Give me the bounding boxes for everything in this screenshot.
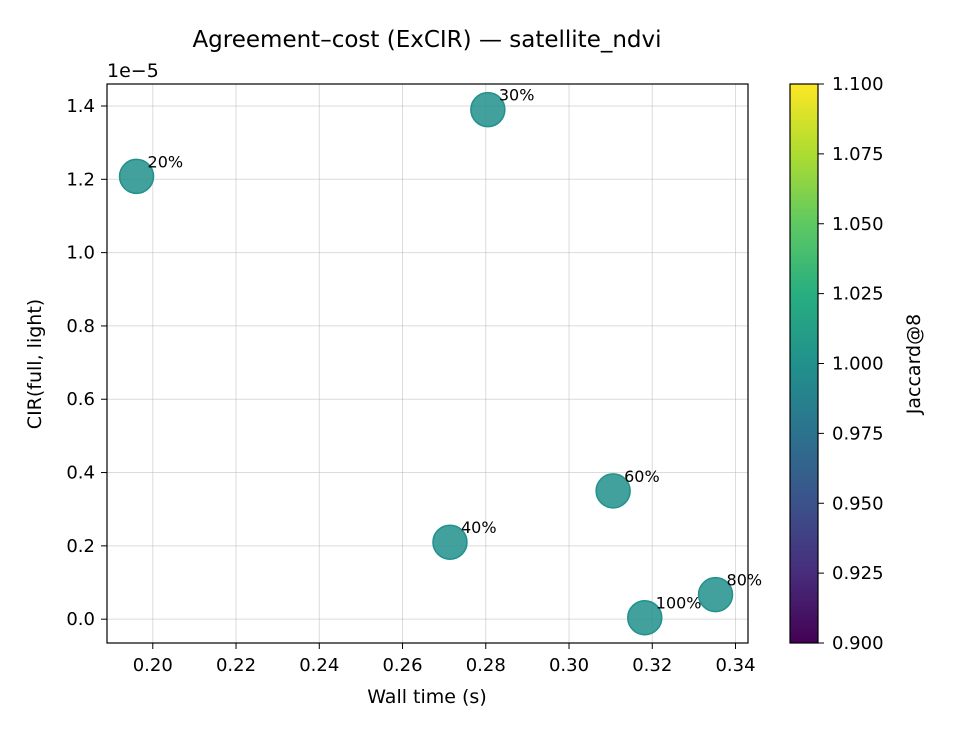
x-tick-label: 0.28 <box>466 655 506 676</box>
y-axis-label: CIR(full, light) <box>24 299 46 429</box>
x-tick-label: 0.24 <box>299 655 339 676</box>
x-tick-label: 0.30 <box>549 655 589 676</box>
colorbar-tick-label: 1.025 <box>832 284 884 305</box>
colorbar-tick-label: 1.050 <box>832 214 884 235</box>
x-tick-label: 0.22 <box>216 655 256 676</box>
colorbar-tick-label: 0.925 <box>832 563 884 584</box>
y-tick-label: 1.4 <box>66 96 95 117</box>
y-offset-label: 1e−5 <box>107 60 159 82</box>
colorbar-tick-label: 0.900 <box>832 633 884 654</box>
point-label: 40% <box>461 518 497 537</box>
y-tick-label: 0.4 <box>66 463 95 484</box>
y-tick-label: 0.8 <box>66 316 95 337</box>
y-tick-label: 1.0 <box>66 243 95 264</box>
y-axis: 0.0 0.2 0.4 0.6 0.8 1.0 1.2 1.4 <box>66 96 107 630</box>
point-label: 30% <box>499 86 535 105</box>
data-point <box>697 576 734 613</box>
data-point <box>118 158 155 195</box>
colorbar-tick-label: 1.000 <box>832 354 884 375</box>
colorbar-tick-label: 0.975 <box>832 423 884 444</box>
data-point <box>432 524 468 560</box>
point-label: 80% <box>727 571 763 590</box>
y-tick-label: 0.0 <box>66 609 95 630</box>
data-points: 20% 30% 40% 60% 80% 100% <box>118 86 763 636</box>
point-label: 100% <box>656 594 702 613</box>
x-tick-label: 0.32 <box>632 655 672 676</box>
point-label: 60% <box>624 467 660 486</box>
x-axis: 0.20 0.22 0.24 0.26 0.28 0.30 0.32 0.34 <box>133 643 756 676</box>
colorbar-tick-label: 1.100 <box>832 74 884 95</box>
colorbar-label: Jaccard@8 <box>903 314 925 415</box>
colorbar-tick-label: 1.075 <box>832 144 884 165</box>
colorbar <box>789 83 819 644</box>
y-tick-label: 0.2 <box>66 536 95 557</box>
plot-area-frame <box>106 83 749 644</box>
data-point <box>595 473 631 509</box>
colorbar-tick-label: 0.950 <box>832 493 884 514</box>
chart-title: Agreement–cost (ExCIR) — satellite_ndvi <box>192 27 661 53</box>
data-point <box>470 91 506 128</box>
x-axis-label: Wall time (s) <box>367 686 487 708</box>
y-tick-label: 0.6 <box>66 389 95 410</box>
y-tick-label: 1.2 <box>66 169 95 190</box>
colorbar-axis: 0.900 0.925 0.950 0.975 1.000 1.025 1.050 1.075… <box>818 74 884 654</box>
data-point <box>627 599 663 636</box>
grid <box>107 84 748 643</box>
x-tick-label: 0.26 <box>382 655 422 676</box>
point-label: 20% <box>148 152 184 171</box>
x-tick-label: 0.20 <box>133 655 173 676</box>
x-tick-label: 0.34 <box>715 655 755 676</box>
